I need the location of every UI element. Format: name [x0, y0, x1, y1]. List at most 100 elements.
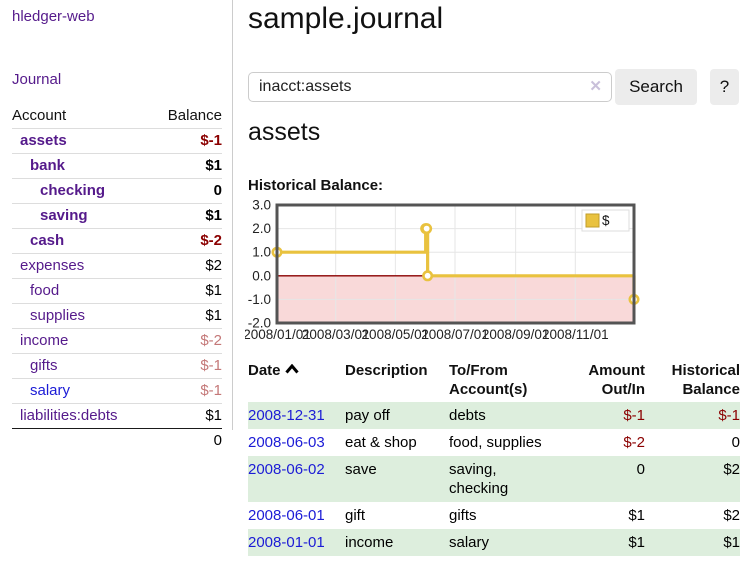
account-balance: $1	[205, 307, 222, 324]
svg-text:-1.0: -1.0	[248, 292, 271, 307]
account-row: assets $-1	[12, 128, 222, 153]
account-row: checking 0	[12, 178, 222, 203]
account-link-gifts[interactable]: gifts	[30, 357, 58, 374]
svg-text:0.0: 0.0	[252, 268, 271, 283]
register-header-accounts: To/From Account(s)	[449, 362, 528, 398]
svg-text:2008/07/01: 2008/07/01	[421, 327, 489, 342]
transaction-date-link[interactable]: 2008-12-31	[248, 407, 325, 424]
account-balance: $1	[205, 157, 222, 174]
register-row: 2008-06-02 save saving, checking 0 $2	[248, 456, 740, 502]
accounts-rows: assets $-1 bank $1 checking 0 saving $1 cash $-2 e…	[12, 128, 222, 428]
register-table: Date Description To/From Account(s) Amou…	[248, 358, 740, 556]
clear-search-icon[interactable]: ✕	[589, 78, 602, 95]
chart-legend-label: $	[602, 213, 610, 228]
help-button[interactable]: ?	[710, 69, 739, 105]
transaction-balance: $2	[723, 507, 740, 524]
transaction-balance: $1	[645, 529, 740, 556]
account-row: gifts $-1	[12, 353, 222, 378]
accounts-total-row: 0	[12, 428, 222, 453]
transaction-date-link[interactable]: 2008-06-01	[248, 507, 325, 524]
account-link-liabilities-debts[interactable]: liabilities:debts	[20, 407, 118, 424]
account-link-salary[interactable]: salary	[30, 382, 71, 399]
app-brand-link[interactable]: hledger-web	[12, 8, 95, 25]
chart-svg: 3.0 2.0 1.0 0.0 -1.0 -2.02008/01/012008/03/01…	[243, 198, 640, 342]
transaction-description: pay off	[345, 402, 449, 429]
historical-balance-chart: 3.0 2.0 1.0 0.0 -1.0 -2.0 2008/01/01 2008/03/01…	[243, 196, 645, 346]
account-link-expenses[interactable]: expenses	[20, 257, 85, 274]
page-title: sample.journal	[248, 2, 444, 35]
account-row: cash $-2	[12, 228, 222, 253]
transaction-accounts: gifts	[449, 507, 477, 524]
account-balance: $-1	[200, 357, 222, 374]
sort-ascending-icon	[284, 364, 299, 374]
account-link-supplies[interactable]: supplies	[30, 307, 86, 324]
search-button[interactable]: Search	[615, 69, 697, 105]
transaction-accounts: salary	[449, 529, 573, 556]
account-link-bank[interactable]: bank	[30, 157, 66, 174]
transaction-amount: $-2	[623, 434, 645, 451]
svg-text:3.0: 3.0	[252, 198, 271, 213]
account-balance: $-1	[200, 382, 222, 399]
transaction-date-link[interactable]: 2008-06-03	[248, 434, 325, 451]
register-header-date[interactable]: Date	[248, 358, 345, 402]
chart-title: Historical Balance:	[248, 177, 384, 194]
transaction-description: eat & shop	[345, 434, 417, 451]
account-link-food[interactable]: food	[30, 282, 60, 299]
account-balance: $1	[205, 282, 222, 299]
account-row: bank $1	[12, 153, 222, 178]
accounts-header-account: Account	[12, 107, 67, 124]
transaction-balance: $2	[645, 456, 740, 502]
svg-text:2008/11/01: 2008/11/01	[542, 327, 609, 342]
transaction-amount: $1	[628, 507, 645, 524]
sidebar-item-journal[interactable]: Journal	[12, 71, 62, 88]
register-row: 2008-12-31 pay off debts $-1 $-1	[248, 402, 740, 429]
transaction-amount: $1	[573, 529, 645, 556]
svg-text:2008/09/01: 2008/09/01	[482, 327, 550, 342]
account-balance: $-1	[200, 132, 222, 149]
search-input[interactable]	[259, 73, 579, 101]
transaction-date-link[interactable]: 2008-01-01	[248, 534, 325, 551]
account-link-saving[interactable]: saving	[40, 207, 88, 224]
transaction-description: save	[345, 456, 449, 502]
transaction-accounts: debts	[449, 402, 573, 429]
svg-text:1.0: 1.0	[252, 245, 271, 260]
sidebar-divider	[232, 0, 233, 430]
search-input-wrap: ✕	[248, 72, 612, 102]
transaction-accounts: saving, checking	[449, 456, 573, 502]
account-row: expenses $2	[12, 253, 222, 278]
svg-text:2.0: 2.0	[252, 221, 271, 236]
transaction-amount: 0	[573, 456, 645, 502]
accounts-total-balance: 0	[213, 432, 222, 449]
sidebar: hledger-web Journal Account Balance asse…	[0, 0, 232, 582]
transaction-balance: $-1	[645, 402, 740, 429]
transaction-description: gift	[345, 507, 366, 524]
transaction-accounts: food, supplies	[449, 434, 542, 451]
account-row: food $1	[12, 278, 222, 303]
account-balance: $1	[205, 207, 222, 224]
transaction-date-link[interactable]: 2008-06-02	[248, 461, 325, 478]
transaction-amount: $-1	[573, 402, 645, 429]
account-row: income $-2	[12, 328, 222, 353]
account-link-checking[interactable]: checking	[40, 182, 106, 199]
register-header-description: Description	[345, 362, 428, 379]
svg-text:2008/05/01: 2008/05/01	[362, 327, 430, 342]
svg-text:-2.0: -2.0	[248, 316, 271, 331]
account-balance: $2	[205, 257, 222, 274]
account-heading: assets	[248, 118, 321, 146]
account-row: salary $-1	[12, 378, 222, 403]
svg-text:2008/03/01: 2008/03/01	[302, 327, 370, 342]
account-link-income[interactable]: income	[20, 332, 69, 349]
register-row: 2008-06-03 eat & shop food, supplies $-2 0	[248, 429, 740, 456]
account-balance: 0	[213, 182, 222, 199]
search-form: ✕ Search ?	[248, 68, 742, 106]
account-balance: $1	[205, 407, 222, 424]
accounts-table-header: Account Balance	[12, 104, 222, 128]
accounts-table: Account Balance assets $-1 bank $1 checking 0…	[12, 104, 222, 453]
transaction-description: income	[345, 529, 449, 556]
register-header-row: Date Description To/From Account(s) Amou…	[248, 358, 740, 402]
account-link-cash[interactable]: cash	[30, 232, 65, 249]
register-row: 2008-06-01 gift gifts $1 $2	[248, 502, 740, 529]
account-balance: $-2	[200, 332, 222, 349]
register-row: 2008-01-01 income salary $1 $1	[248, 529, 740, 556]
account-link-assets[interactable]: assets	[20, 132, 67, 149]
